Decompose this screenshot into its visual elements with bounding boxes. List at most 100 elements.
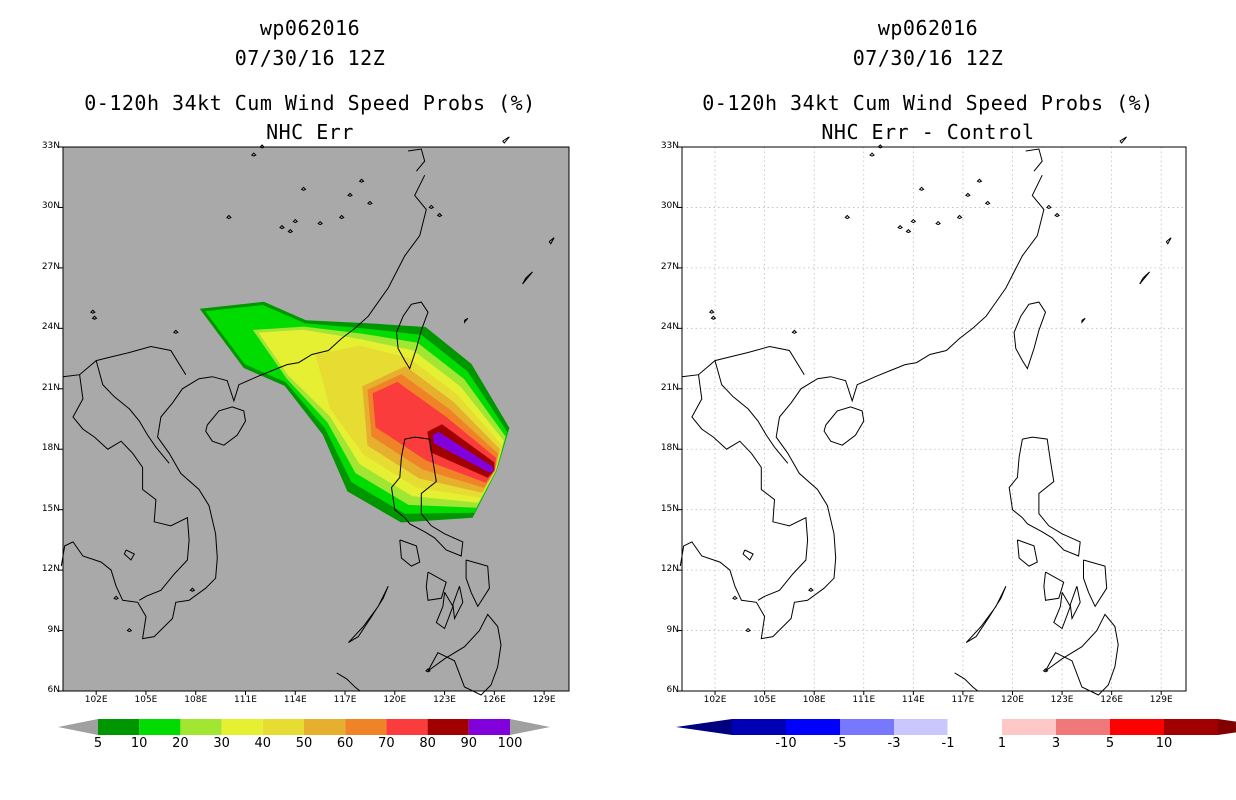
island (90, 309, 96, 314)
colorbar-high-arrow (510, 719, 550, 735)
coastline (679, 174, 1045, 640)
colorbar-segment (221, 719, 263, 735)
colorbar-low-arrow (58, 719, 98, 735)
coastline (465, 559, 490, 608)
map-background (682, 147, 1186, 691)
colorbar-label: 10 (1155, 736, 1173, 751)
right-lon-label: 105E (753, 695, 777, 705)
coastline (72, 374, 190, 601)
coastline (452, 586, 464, 621)
colorbar-label: 1 (997, 736, 1007, 751)
island (844, 214, 851, 220)
colorbar-segment (786, 719, 840, 735)
coastline (425, 571, 447, 601)
right-lon-label: 117E (951, 695, 975, 705)
colorbar-label: -3 (887, 736, 901, 751)
coastline (1045, 613, 1119, 696)
colorbar-label: 40 (254, 736, 272, 751)
right-title-time: 07/30/16 12Z (852, 46, 1004, 70)
right-lat-label: 15N (660, 503, 679, 514)
left-colorbar (58, 719, 550, 735)
coastline (502, 136, 510, 144)
colorbar-segment (732, 719, 786, 735)
axes-layer (678, 146, 1187, 695)
right-lon-label: 123E (1050, 695, 1074, 705)
colorbar-label: 5 (93, 736, 103, 751)
coastline (1025, 148, 1043, 172)
map-frame (681, 146, 1187, 692)
left-lat-label: 30N (41, 201, 60, 212)
right-lat-label: 21N (660, 382, 679, 393)
colorbar-label: 80 (419, 736, 436, 751)
coastline (522, 271, 533, 285)
coastline-layer (679, 136, 1172, 696)
island (338, 214, 345, 220)
colorbar-segment (468, 719, 510, 735)
map-frame (62, 146, 570, 692)
coastline (1081, 317, 1086, 324)
right-title-id: wp062016 (877, 16, 979, 40)
right-lat-label: 18N (660, 443, 679, 454)
colorbar-low-arrow (676, 719, 732, 735)
colorbar-segment (427, 719, 469, 735)
colorbar-label: 100 (497, 736, 523, 751)
colorbar-segment (98, 719, 140, 735)
colorbar-label: 50 (295, 736, 313, 751)
island (710, 315, 717, 320)
island (300, 186, 307, 191)
coastline (435, 592, 454, 630)
right-colorbar (676, 718, 1236, 736)
coastline (954, 672, 979, 692)
island (1042, 668, 1049, 673)
axes-layer (59, 146, 570, 695)
map-frame (681, 146, 1187, 692)
prob-contour-90 (432, 431, 494, 473)
left-lon-label: 120E (383, 695, 407, 705)
right-lat-label: 12N (660, 564, 679, 575)
island (918, 186, 925, 191)
left-lat-label: 21N (41, 382, 60, 393)
island (172, 329, 179, 334)
left-lon-label: 123E (433, 695, 456, 705)
right-lat-label: 33N (660, 141, 679, 151)
left-title-product: 0-120h 34kt Cum Wind Speed Probs (%) (84, 91, 536, 115)
coastline (348, 585, 389, 644)
left-title-time: 07/30/16 12Z (234, 46, 386, 70)
left-lat-label: 33N (41, 141, 60, 151)
coastline (1016, 539, 1038, 567)
coastline (1069, 586, 1081, 621)
colorbar-label: -10 (775, 736, 797, 751)
left-title-run: NHC Err (266, 120, 354, 144)
island (956, 214, 963, 220)
island (226, 214, 232, 220)
island (905, 228, 912, 234)
coastline (399, 539, 421, 567)
colorbar-label: -1 (941, 736, 955, 751)
colorbar-high-arrow (1218, 719, 1236, 735)
island (189, 587, 196, 592)
coastline (691, 374, 809, 601)
island (287, 228, 294, 234)
colorbar-segment (1110, 719, 1164, 735)
island (113, 595, 119, 600)
colorbar-label: 90 (460, 736, 478, 751)
right-title-run: NHC Err - Control (821, 120, 1035, 144)
right-lat-label: 27N (660, 261, 679, 272)
island (1046, 204, 1052, 210)
island (428, 204, 435, 210)
left-lon-label: 102E (84, 695, 108, 705)
left-lat-label: 15N (41, 503, 60, 514)
probability-field (199, 301, 510, 523)
island (791, 329, 798, 334)
right-lon-label: 120E (1001, 695, 1024, 705)
island (897, 224, 903, 230)
colorbar-label: 30 (213, 736, 230, 751)
left-lon-label: 108E (184, 695, 208, 705)
colorbar-label: 20 (172, 736, 189, 751)
island (126, 627, 133, 633)
right-lon-label: 111E (852, 695, 876, 705)
left-lat-label: 24N (41, 322, 60, 333)
colorbar-segment (947, 718, 1003, 736)
island (358, 178, 365, 183)
island (877, 144, 884, 149)
